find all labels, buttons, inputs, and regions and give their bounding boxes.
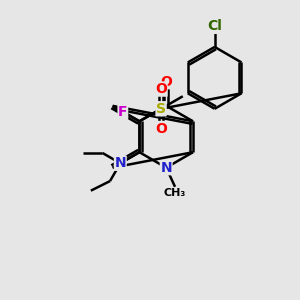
Text: O: O [155, 122, 167, 136]
Text: F: F [118, 105, 128, 119]
Text: O: O [160, 75, 172, 89]
Text: Cl: Cl [207, 19, 222, 33]
Text: N: N [115, 156, 126, 170]
Text: CH₃: CH₃ [164, 188, 186, 198]
Text: S: S [156, 102, 166, 116]
Text: O: O [155, 82, 167, 96]
Text: N: N [160, 161, 172, 175]
